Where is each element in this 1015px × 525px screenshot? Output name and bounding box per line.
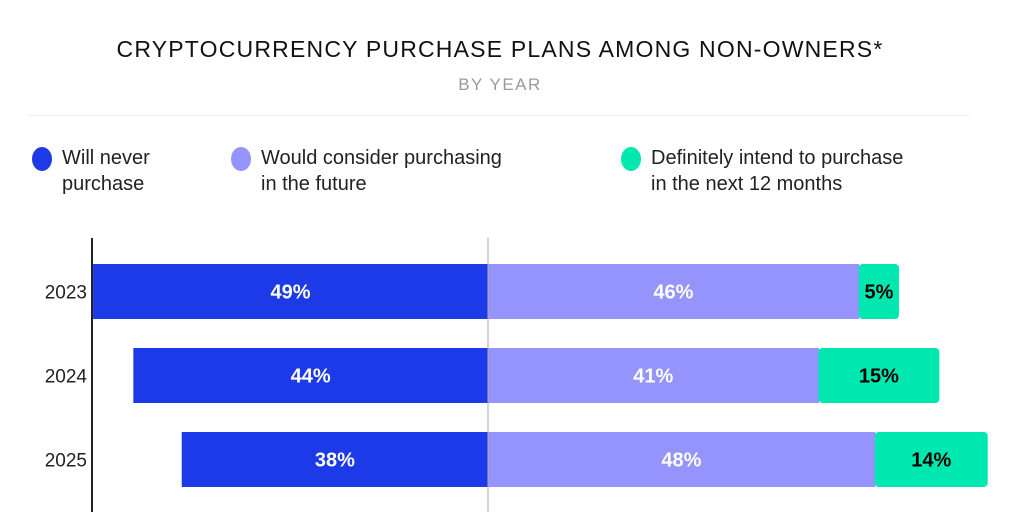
y-tick-label: 2023 [45,283,87,304]
chart-title: CRYPTOCURRENCY PURCHASE PLANS AMONG NON-… [116,36,884,62]
divider [28,115,970,116]
legend-item-never: Will never purchase [32,145,392,197]
legend-label: Will never [62,147,150,169]
legend-label: Definitely intend to purchase [651,147,904,169]
legend-label: in the next 12 months [651,173,843,195]
data-label: 44% [291,366,331,388]
legend-swatch-consider [231,147,251,171]
bar-never-2024 [133,348,489,403]
legend-label: in the future [261,173,367,195]
bar-never-2023 [93,264,489,319]
legend-item-definitely: Definitely intend to purchase in the next… [621,145,981,197]
data-label: 49% [271,282,311,304]
bar-never-2025 [181,432,489,487]
data-label: 38% [315,450,355,472]
bar-definitely-2024 [818,348,940,403]
data-label: 41% [633,366,673,388]
legend-label: purchase [62,173,145,195]
legend-label: Would consider purchasing [261,147,502,169]
legend-swatch-never [32,147,52,171]
bar-definitely-2025 [874,432,988,487]
data-label: 14% [911,450,951,472]
bar-consider-2025 [488,432,876,487]
data-label: 15% [859,366,899,388]
chart-subtitle: BY YEAR [458,75,542,94]
legend-swatch-definitely [621,147,641,171]
bar-consider-2023 [488,264,860,319]
data-label: 48% [661,450,701,472]
data-label: 5% [864,282,893,304]
y-tick-label: 2024 [45,367,88,388]
bar-consider-2024 [488,348,819,403]
bar-definitely-2023 [858,264,900,319]
y-tick-label: 2025 [45,451,87,472]
data-label: 46% [653,282,693,304]
legend-item-consider: Would consider purchasing in the future [231,145,591,197]
